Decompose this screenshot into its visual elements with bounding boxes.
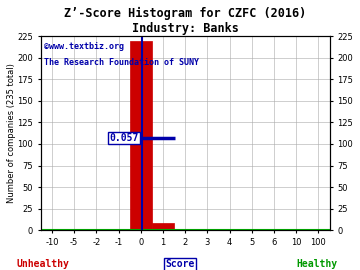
Bar [130, 40, 152, 230]
Text: 0.057: 0.057 [109, 133, 139, 143]
Title: Z’-Score Histogram for CZFC (2016)
Industry: Banks: Z’-Score Histogram for CZFC (2016) Indus… [64, 7, 306, 35]
Text: Healthy: Healthy [296, 259, 337, 269]
Text: Score: Score [165, 259, 195, 269]
Y-axis label: Number of companies (235 total): Number of companies (235 total) [7, 63, 16, 203]
Text: Unhealthy: Unhealthy [17, 259, 69, 269]
Text: The Research Foundation of SUNY: The Research Foundation of SUNY [44, 58, 199, 66]
Bar [152, 223, 174, 230]
Text: ©www.textbiz.org: ©www.textbiz.org [44, 42, 124, 51]
